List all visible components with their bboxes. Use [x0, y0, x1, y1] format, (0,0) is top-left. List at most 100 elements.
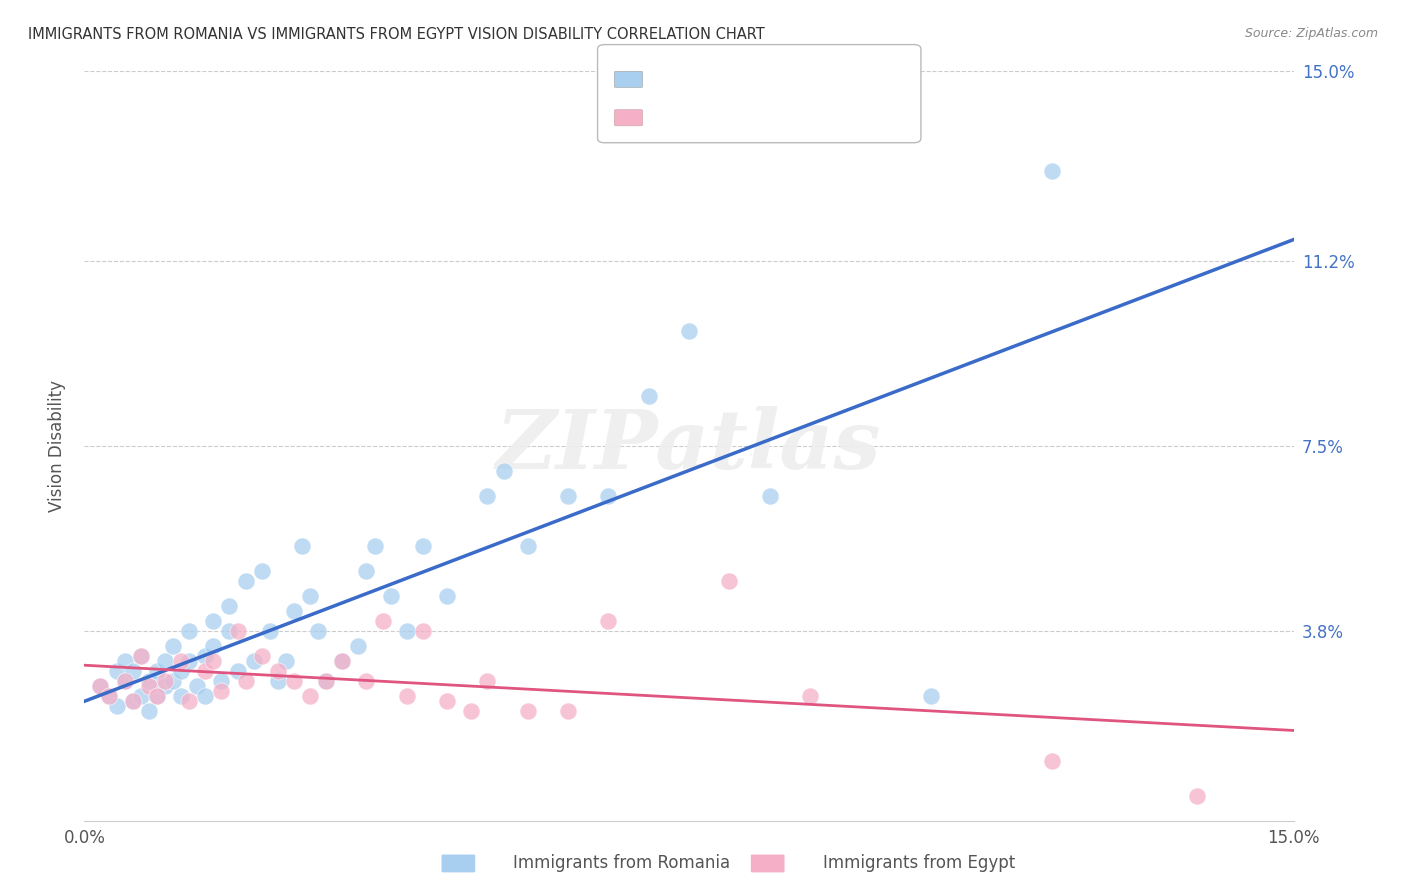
Point	[250, 564, 273, 578]
Point	[356, 564, 378, 578]
Point	[162, 639, 184, 653]
Text: N =: N =	[747, 109, 799, 127]
Point	[283, 673, 305, 688]
Point	[242, 654, 264, 668]
Point	[436, 589, 458, 603]
Point	[380, 589, 402, 603]
Text: R =: R =	[651, 109, 690, 127]
Point	[218, 624, 240, 638]
Point	[138, 673, 160, 688]
Point	[758, 489, 780, 503]
Point	[412, 539, 434, 553]
Point	[89, 679, 111, 693]
Point	[412, 624, 434, 638]
Text: ZIPatlas: ZIPatlas	[496, 406, 882, 486]
Point	[259, 624, 281, 638]
Point	[1040, 164, 1063, 178]
Point	[121, 664, 143, 678]
Point	[637, 389, 659, 403]
Point	[105, 698, 128, 713]
Text: Source: ZipAtlas.com: Source: ZipAtlas.com	[1244, 27, 1378, 40]
Point	[202, 639, 225, 653]
Text: IMMIGRANTS FROM ROMANIA VS IMMIGRANTS FROM EGYPT VISION DISABILITY CORRELATION C: IMMIGRANTS FROM ROMANIA VS IMMIGRANTS FR…	[28, 27, 765, 42]
Point	[516, 539, 538, 553]
Text: -0.292: -0.292	[690, 109, 755, 127]
Point	[598, 614, 620, 628]
Point	[678, 324, 700, 338]
Text: Immigrants from Egypt: Immigrants from Egypt	[823, 855, 1015, 872]
Point	[129, 648, 152, 663]
Point	[347, 639, 370, 653]
Point	[235, 673, 257, 688]
Point	[194, 648, 217, 663]
Point	[186, 679, 208, 693]
Point	[436, 694, 458, 708]
Point	[114, 673, 136, 688]
Point	[395, 689, 418, 703]
Point	[97, 689, 120, 703]
Point	[226, 624, 249, 638]
Point	[315, 673, 337, 688]
Point	[179, 694, 201, 708]
Text: 60: 60	[779, 70, 804, 88]
Text: 35: 35	[779, 109, 804, 127]
Point	[363, 539, 385, 553]
Point	[299, 689, 322, 703]
Point	[516, 704, 538, 718]
Point	[1185, 789, 1208, 803]
Point	[315, 673, 337, 688]
Point	[307, 624, 329, 638]
Point	[146, 689, 169, 703]
Point	[202, 614, 225, 628]
Point	[283, 604, 305, 618]
Point	[162, 673, 184, 688]
Point	[121, 694, 143, 708]
Point	[267, 673, 290, 688]
Point	[557, 489, 579, 503]
Point	[194, 664, 217, 678]
Point	[291, 539, 314, 553]
Point	[114, 654, 136, 668]
Point	[138, 679, 160, 693]
Point	[170, 689, 193, 703]
Point	[218, 599, 240, 613]
Point	[356, 673, 378, 688]
Point	[330, 654, 353, 668]
Point	[129, 689, 152, 703]
Text: Immigrants from Romania: Immigrants from Romania	[513, 855, 730, 872]
Point	[557, 704, 579, 718]
Point	[114, 673, 136, 688]
Text: R =: R =	[651, 70, 690, 88]
Point	[492, 464, 515, 478]
Text: 0.489: 0.489	[690, 70, 748, 88]
Point	[1040, 754, 1063, 768]
Point	[89, 679, 111, 693]
Point	[153, 673, 176, 688]
Point	[202, 654, 225, 668]
Point	[235, 574, 257, 588]
Point	[209, 673, 232, 688]
Point	[718, 574, 741, 588]
Point	[170, 654, 193, 668]
Point	[146, 664, 169, 678]
Point	[153, 654, 176, 668]
Point	[121, 694, 143, 708]
Point	[153, 679, 176, 693]
Point	[395, 624, 418, 638]
Point	[250, 648, 273, 663]
Point	[330, 654, 353, 668]
Point	[598, 489, 620, 503]
Point	[179, 624, 201, 638]
Point	[97, 689, 120, 703]
Point	[146, 689, 169, 703]
Point	[226, 664, 249, 678]
Point	[920, 689, 942, 703]
Point	[477, 673, 499, 688]
Point	[209, 683, 232, 698]
Point	[138, 704, 160, 718]
Point	[170, 664, 193, 678]
Point	[105, 664, 128, 678]
Point	[460, 704, 482, 718]
Y-axis label: Vision Disability: Vision Disability	[48, 380, 66, 512]
Point	[799, 689, 821, 703]
